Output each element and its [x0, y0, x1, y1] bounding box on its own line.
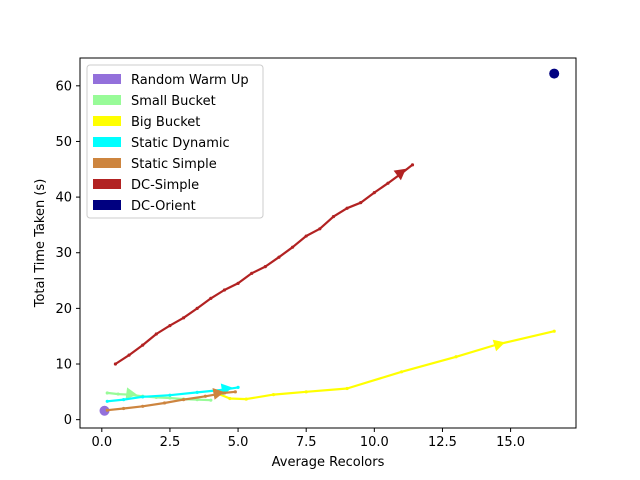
- data-point-static-simple-4: [181, 398, 186, 402]
- legend-swatch-static-simple: [93, 158, 121, 168]
- legend-swatch-random-warm-up: [93, 74, 121, 84]
- series-dc-simple: [113, 163, 415, 366]
- data-point-small-bucket-5: [168, 396, 172, 400]
- data-point-static-dynamic-2: [141, 395, 145, 399]
- data-point-dc-simple-8: [222, 288, 227, 292]
- series-dc-orient: [549, 68, 560, 79]
- data-point-big-bucket-3: [271, 393, 276, 397]
- data-point-dc-simple-6: [195, 306, 199, 310]
- legend-swatch-big-bucket: [93, 116, 121, 126]
- y-tick-label-6: 60: [55, 79, 72, 94]
- data-point-dc-simple-12: [277, 255, 281, 259]
- data-point-dc-simple-14: [304, 234, 308, 238]
- data-point-small-bucket-1: [116, 392, 120, 396]
- series-arrow-small-bucket: [125, 387, 138, 400]
- legend-label-small-bucket: Small Bucket: [131, 94, 216, 109]
- legend-label-dc-simple: DC-Simple: [131, 178, 199, 193]
- y-tick-label-4: 40: [55, 191, 72, 206]
- data-point-dc-simple-10: [250, 271, 254, 275]
- series-static-simple: [105, 388, 237, 412]
- data-point-dc-simple-2: [141, 343, 145, 347]
- data-point-static-simple-5: [203, 394, 207, 398]
- data-point-dc-simple-7: [209, 296, 213, 300]
- legend-box: [86, 64, 264, 219]
- data-point-big-bucket-4: [304, 390, 308, 394]
- y-tick-label-2: 20: [55, 302, 72, 317]
- axes-layer: 0.0 2.5 5.0 7.5 10.0 12.5 15.0 0 10 20 30 40 50 60: [55, 57, 577, 450]
- data-point-dc-simple-4: [168, 324, 172, 328]
- x-tick-label-1: 2.5: [160, 435, 181, 450]
- data-point-big-bucket-2: [244, 397, 248, 401]
- y-tick-label-1: 10: [55, 358, 72, 373]
- series-arrow-static-simple: [212, 388, 225, 400]
- data-point-dc-simple-20: [386, 181, 390, 185]
- series-line-big-bucket: [217, 330, 556, 401]
- data-point-dc-simple-13: [290, 245, 295, 249]
- legend-label-static-dynamic: Static Dynamic: [131, 136, 230, 151]
- y-tick-label-3: 30: [55, 246, 72, 261]
- data-point-big-bucket-7: [454, 355, 458, 359]
- data-point-static-dynamic-0: [105, 399, 109, 403]
- data-point-dc-orient-0: [549, 68, 560, 79]
- data-point-big-bucket-6: [399, 370, 404, 374]
- data-point-random-warm-up-0: [99, 405, 110, 416]
- axes-frame: [79, 57, 577, 429]
- legend-label-dc-orient: DC-Orient: [131, 199, 196, 214]
- data-point-dc-simple-5: [181, 316, 186, 320]
- x-tick-label-6: 15.0: [496, 435, 525, 450]
- y-axis-label: Total Time Taken (s): [33, 179, 48, 309]
- data-point-static-dynamic-1: [122, 398, 126, 402]
- data-point-dc-simple-9: [236, 281, 240, 285]
- series-arrow-big-bucket: [492, 339, 505, 352]
- y-tick-label-0: 0: [64, 413, 72, 428]
- data-point-big-bucket-9: [552, 329, 556, 333]
- data-point-small-bucket-8: [209, 398, 213, 402]
- data-point-dc-simple-1: [127, 353, 131, 357]
- data-point-static-simple-0: [105, 408, 109, 412]
- data-point-static-simple-3: [162, 401, 167, 405]
- data-point-dc-simple-18: [359, 201, 363, 205]
- data-point-dc-simple-19: [372, 191, 376, 195]
- legend-label-big-bucket: Big Bucket: [131, 115, 200, 130]
- legend-swatch-small-bucket: [93, 95, 121, 105]
- legend-swatch-dc-orient: [93, 200, 121, 210]
- legend: Random Warm Up Small Bucket Big Bucket Stat…: [86, 64, 264, 219]
- data-point-static-dynamic-6: [236, 385, 240, 389]
- data-point-small-bucket-7: [195, 398, 199, 402]
- x-tick-label-0: 0.0: [91, 435, 112, 450]
- data-point-big-bucket-1: [228, 396, 232, 401]
- data-point-dc-simple-22: [410, 163, 415, 167]
- data-point-big-bucket-5: [345, 386, 349, 391]
- series-random-warm-up: [99, 405, 110, 416]
- data-point-static-simple-1: [122, 406, 126, 411]
- data-point-dc-simple-3: [154, 332, 158, 336]
- x-tick-label-3: 7.5: [296, 435, 317, 450]
- data-point-static-dynamic-4: [195, 390, 199, 394]
- data-point-small-bucket-0: [105, 391, 109, 395]
- x-tick-label-5: 12.5: [428, 435, 457, 450]
- x-tick-label-4: 10.0: [360, 435, 389, 450]
- y-tick-label-5: 50: [55, 135, 72, 150]
- legend-swatch-static-dynamic: [93, 137, 121, 147]
- data-point-dc-simple-16: [331, 214, 336, 219]
- data-point-dc-simple-15: [318, 227, 322, 231]
- legend-label-random-warm-up: Random Warm Up: [131, 73, 249, 88]
- series-layer: [99, 68, 560, 416]
- legend-swatch-dc-simple: [93, 179, 121, 189]
- data-point-dc-simple-11: [263, 265, 267, 269]
- legend-label-static-simple: Static Simple: [131, 157, 217, 172]
- data-point-static-simple-2: [141, 404, 145, 408]
- data-point-static-simple-7: [233, 390, 237, 394]
- data-point-dc-simple-17: [345, 206, 349, 210]
- series-arrow-dc-simple: [393, 168, 406, 181]
- x-axis-label: Average Recolors: [272, 455, 385, 470]
- data-point-static-dynamic-3: [168, 393, 172, 397]
- data-point-dc-simple-0: [113, 362, 118, 366]
- x-tick-label-2: 5.0: [228, 435, 249, 450]
